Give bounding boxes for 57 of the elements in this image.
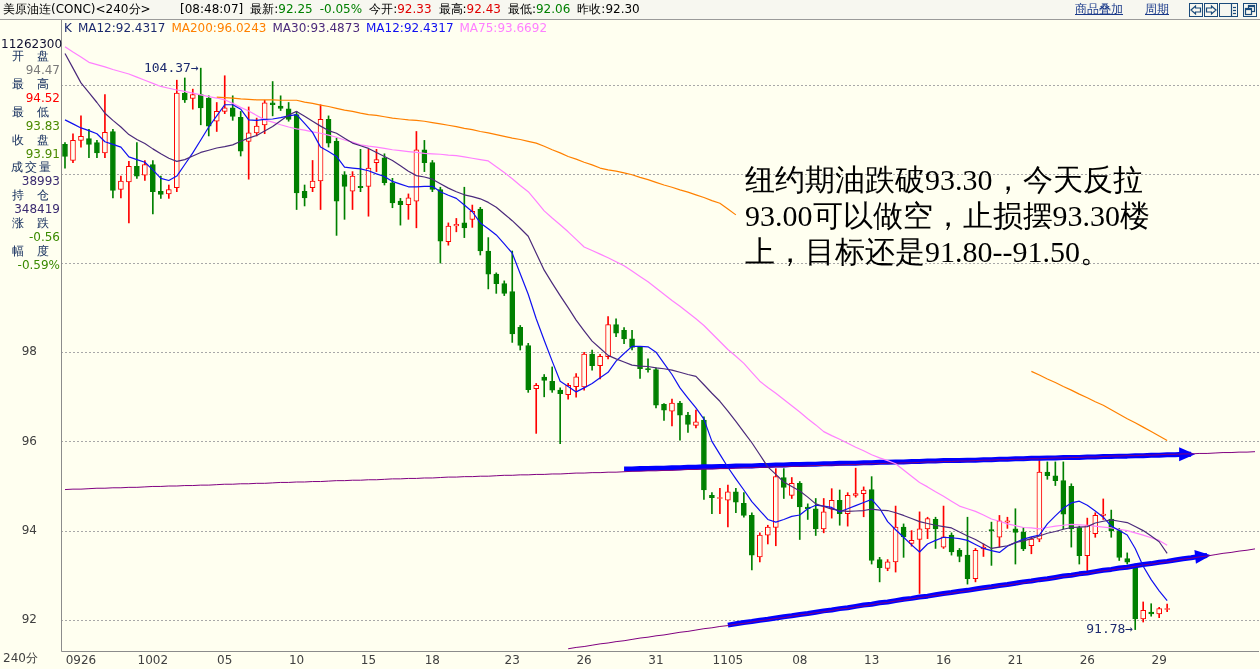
text: 成交量 (10, 160, 53, 175)
y-tick-label: 94 (21, 522, 37, 537)
text: -0.05% (319, 2, 363, 16)
x-tick-label: 18 (424, 653, 441, 668)
annotation: MA12:92.4317 (77, 21, 166, 35)
text: 最高:92.43 (438, 2, 501, 16)
y-tick-label: 92 (21, 611, 37, 626)
text: 昨收:92.30 (577, 2, 640, 16)
text: MA75:93.6692 (459, 21, 548, 35)
text: MA30:93.4873 (272, 21, 361, 35)
text: 今开:92.33 (369, 2, 432, 16)
text: 93.83 (25, 118, 60, 133)
annotation: 纽约期油跌破93.30，今天反拉93.00可以做空，止损摆93.30楼上，目标还是91.80--91.50。 (745, 162, 1151, 270)
y-tick-label: 96 (21, 433, 37, 448)
annotation: 最高 (12, 77, 62, 91)
x-tick-label: 05 (217, 653, 233, 668)
x-tick-label: 1105 (712, 653, 744, 668)
text: 最低:92.06 (507, 2, 571, 16)
text: 周期 (1145, 1, 1169, 18)
annotation: 幅度 (12, 243, 62, 258)
text: MA12:92.4317 (366, 21, 454, 35)
text: [08:48:07] (180, 2, 244, 16)
text: -0.56 (28, 229, 60, 244)
annotation: 收盘 (12, 132, 62, 147)
text: 94.47 (25, 63, 60, 78)
x-tick-label: 16 (935, 653, 952, 668)
annotation: 91.78→ (1086, 620, 1134, 636)
x-tick-label: 08 (792, 653, 808, 668)
x-tick-label: 26 (576, 653, 592, 668)
text: 93.91 (25, 146, 60, 161)
annotation: 开盘 (12, 49, 62, 64)
x-tick-label: 29 (1151, 653, 1167, 668)
x-tick-label: 31 (648, 653, 664, 668)
annotation: 11262300 (1, 37, 63, 51)
x-tick-label: 0926 (65, 653, 97, 668)
y-tick-label: 98 (21, 344, 37, 359)
annotation: 104.37→ (143, 59, 199, 75)
annotation: K (64, 21, 72, 35)
chart-title: 美原油连(CONC)<240分> (3, 1, 151, 18)
annotation: 持仓 (12, 188, 62, 203)
x-tick-label: 23 (504, 653, 520, 668)
text: 94.52 (25, 90, 60, 105)
text: 38993 (21, 174, 60, 189)
x-tick-label: 26 (1079, 653, 1095, 668)
text: 348419 (14, 202, 60, 217)
x-tick-label: 15 (360, 653, 377, 668)
text: -0.59% (17, 257, 60, 272)
x-tick-label: 13 (864, 653, 880, 668)
text: 240分 (3, 651, 38, 665)
annotation: 最低 (12, 104, 62, 119)
text: 最新:92.25 (250, 2, 313, 16)
x-tick-label: 21 (1007, 653, 1024, 668)
annotation: 涨跌 (12, 216, 62, 230)
x-tick-label: 1002 (137, 653, 169, 668)
text: 商品叠加 (1075, 1, 1123, 18)
x-tick-label: 10 (288, 653, 305, 668)
text: MA200:96.0243 (171, 21, 267, 35)
